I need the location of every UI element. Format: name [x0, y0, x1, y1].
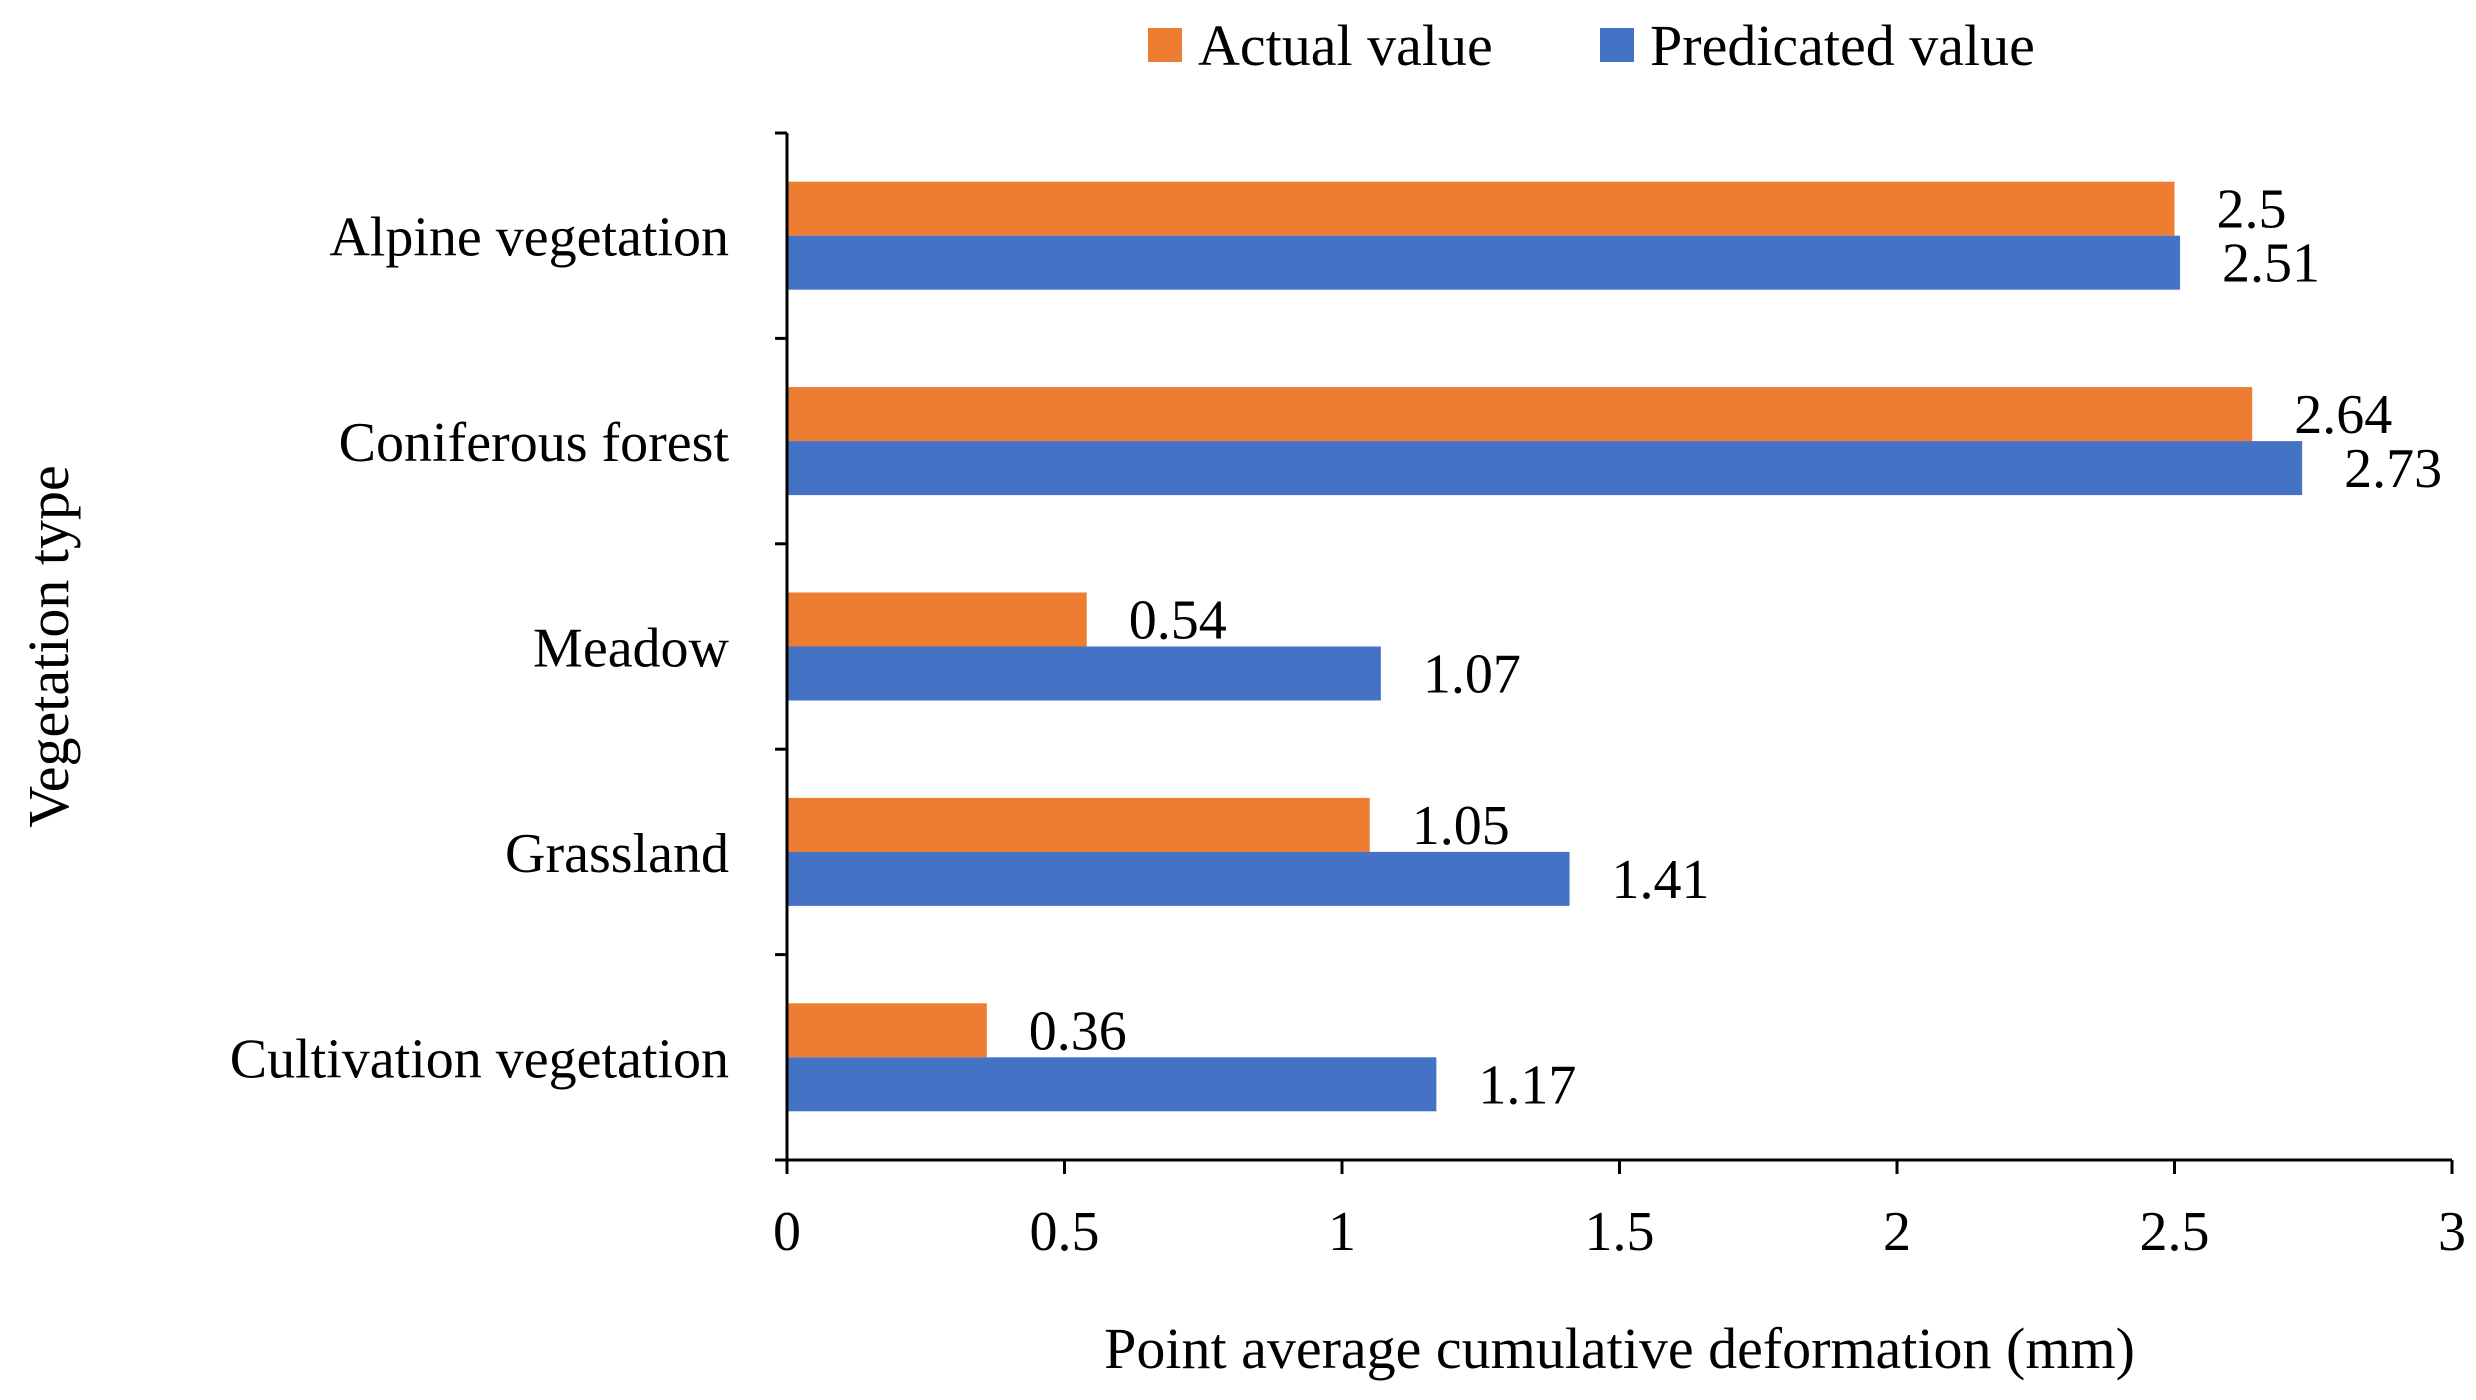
axes: [775, 131, 2454, 1174]
x-tick-label: 1: [1328, 1201, 1356, 1263]
x-tick-label: 2: [1883, 1201, 1911, 1263]
bar-predicted: [787, 1057, 1437, 1112]
bar-predicted: [787, 235, 2181, 290]
x-tick-label: 0: [773, 1201, 801, 1263]
data-label: 2.64: [2294, 384, 2392, 446]
legend-swatch: [1600, 28, 1634, 62]
x-tick-label: 1.5: [1585, 1201, 1655, 1263]
x-tick-label: 2.5: [2140, 1201, 2210, 1263]
bar-predicted: [787, 441, 2303, 496]
legend-swatch: [1148, 28, 1182, 62]
data-label: 1.05: [1412, 795, 1510, 857]
x-tick-label: 3: [2438, 1201, 2466, 1263]
bar-actual: [787, 1003, 987, 1058]
bar-actual: [787, 181, 2175, 236]
legend-label: Predicated value: [1650, 13, 2035, 78]
data-label: 0.36: [1029, 1000, 1127, 1062]
category-label: Grassland: [505, 823, 729, 885]
legend: Actual value Predicated value: [1148, 13, 2035, 78]
bar-actual: [787, 387, 2253, 442]
category-label: Cultivation vegetation: [230, 1028, 729, 1090]
data-label: 2.73: [2344, 438, 2442, 500]
bar-actual: [787, 797, 1370, 852]
category-label: Alpine vegetation: [329, 207, 729, 269]
category-labels: Alpine vegetation Coniferous forest Meadow…: [230, 207, 730, 1091]
legend-label: Actual value: [1198, 13, 1493, 78]
data-label: 1.07: [1423, 644, 1521, 706]
x-tick-label: 0.5: [1030, 1201, 1100, 1263]
category-label: Coniferous forest: [339, 412, 730, 474]
data-label: 2.5: [2217, 179, 2287, 241]
bar-predicted: [787, 851, 1570, 906]
x-axis-title: Point average cumulative deformation (mm…: [1104, 1316, 2135, 1381]
y-axis-title: Vegetation type: [16, 465, 81, 827]
data-label: 0.54: [1129, 590, 1227, 652]
data-labels: 2.52.51 2.642.73 0.54 1.07 1.05 1.41 0.36 1.17: [1029, 179, 2442, 1117]
bar-actual: [787, 592, 1087, 647]
data-label: 1.17: [1478, 1054, 1576, 1116]
bars: [787, 181, 2303, 1112]
x-tick-labels: 0 0.5 1 1.5 2 2.5 3: [773, 1201, 2466, 1263]
data-label: 1.41: [1612, 849, 1710, 911]
data-label: 2.51: [2222, 233, 2320, 295]
category-label: Meadow: [533, 618, 730, 680]
bar-predicted: [787, 646, 1381, 701]
